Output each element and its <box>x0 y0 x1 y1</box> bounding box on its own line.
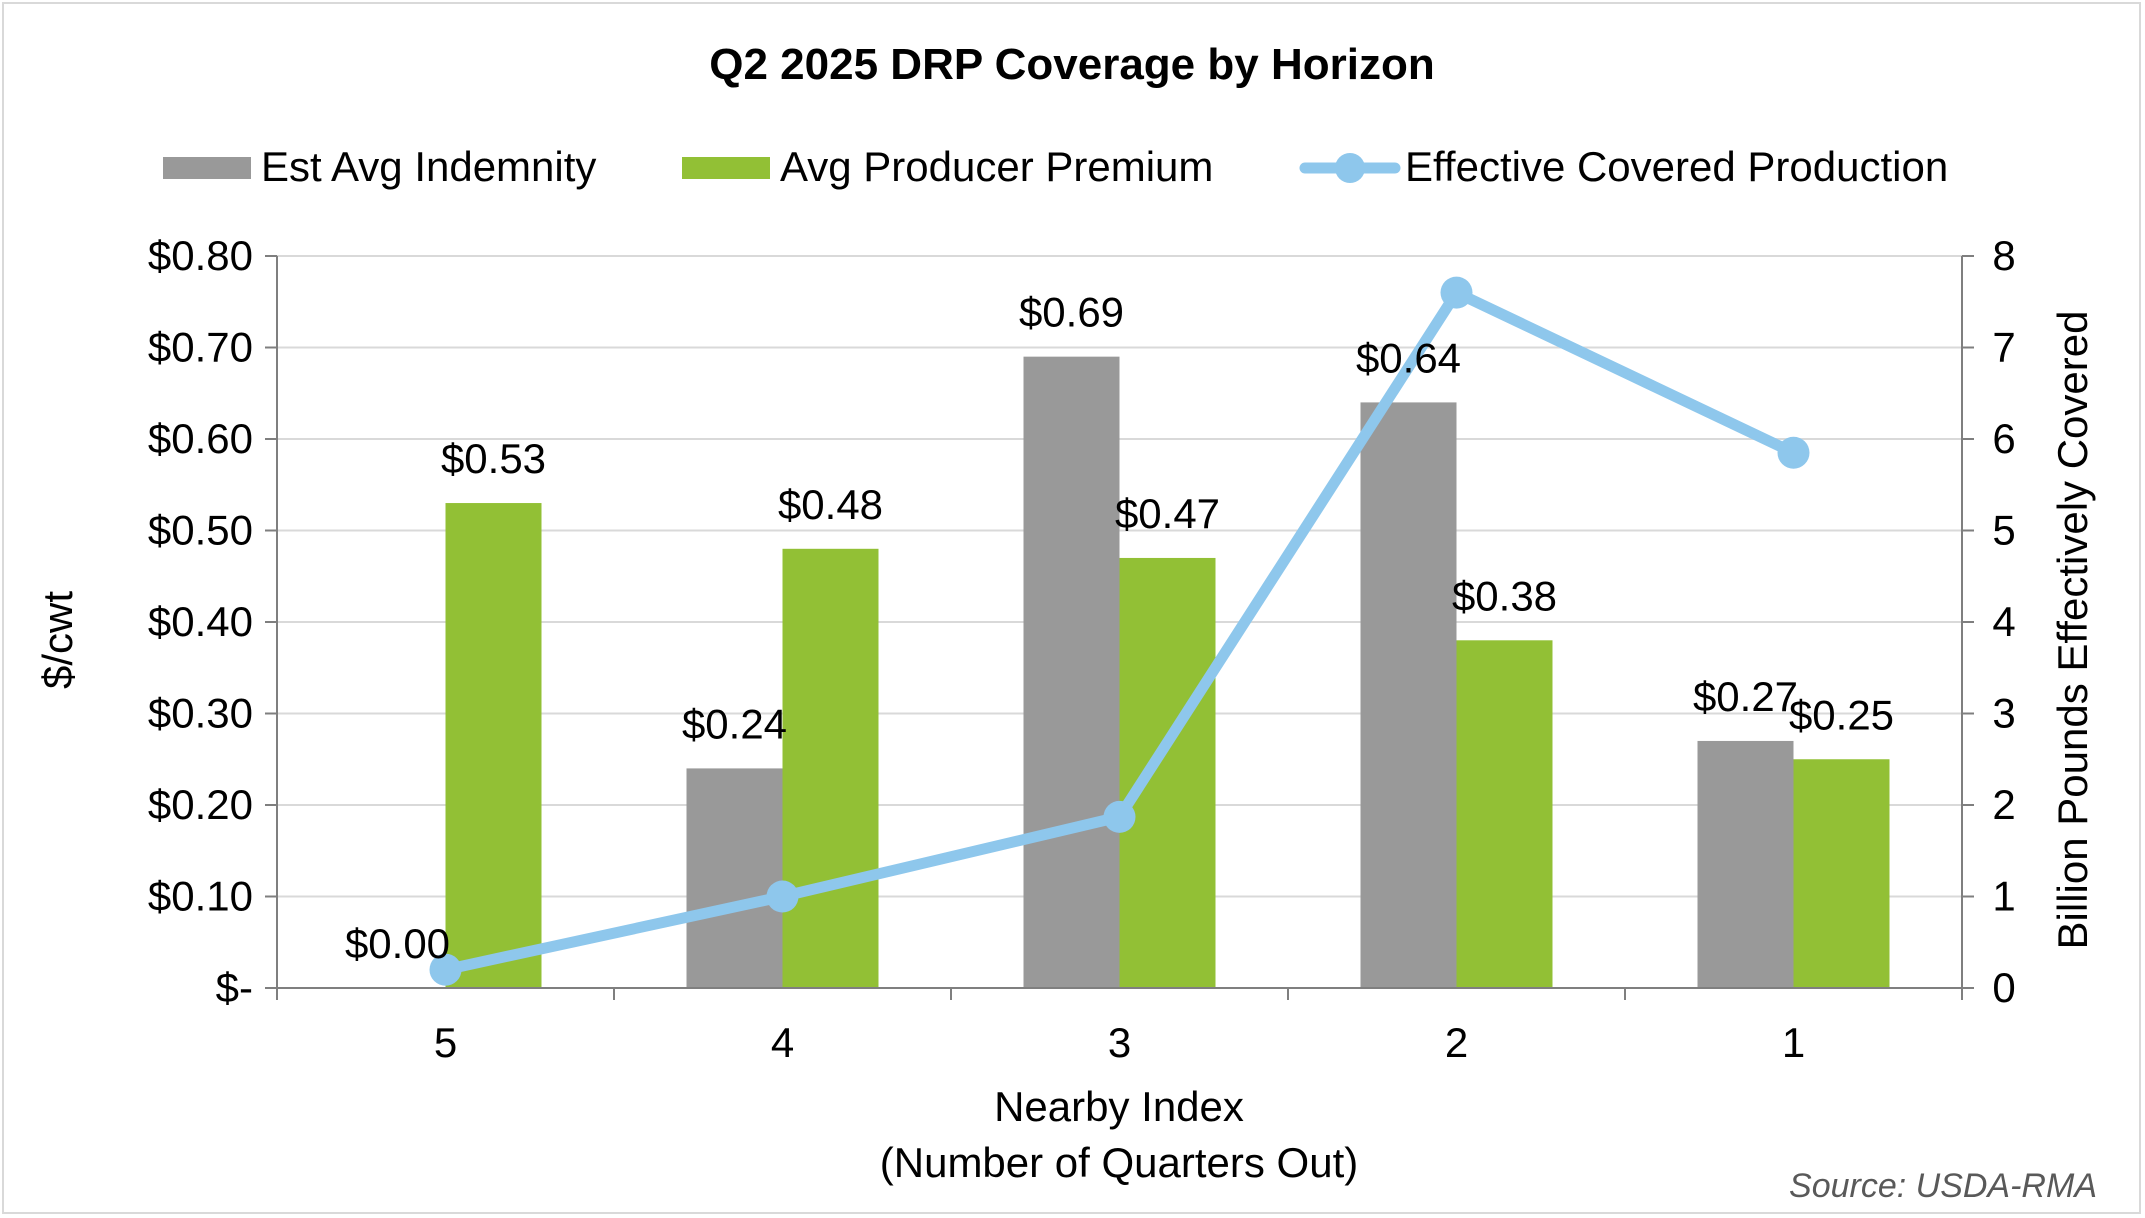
indemnity-data-label: $0.24 <box>682 700 787 747</box>
y2-tick-label: 7 <box>1992 324 2015 371</box>
premium-data-label: $0.38 <box>1452 572 1557 619</box>
legend-label-production: Effective Covered Production <box>1405 143 1948 190</box>
y2-tick-label: 6 <box>1992 415 2015 462</box>
y2-tick-label: 8 <box>1992 232 2015 279</box>
legend-swatch-premium <box>682 157 770 179</box>
x-axis-title-line1: Nearby Index <box>994 1083 1244 1130</box>
premium-bar <box>782 548 879 988</box>
legend-swatch-production-marker <box>1335 153 1365 183</box>
x-tick-label: 3 <box>1108 1019 1131 1066</box>
y2-tick-label: 3 <box>1992 690 2015 737</box>
indemnity-bar <box>1023 356 1120 988</box>
premium-bar <box>1119 557 1216 988</box>
indemnity-data-label: $0.00 <box>345 920 450 967</box>
y-tick-label: $- <box>216 964 253 1011</box>
axes <box>276 256 1963 989</box>
production-point <box>1103 800 1136 833</box>
y-tick-label: $0.40 <box>148 598 253 645</box>
legend-label-premium: Avg Producer Premium <box>780 143 1213 190</box>
production-point <box>766 880 799 913</box>
x-tick-label: 2 <box>1445 1019 1468 1066</box>
indemnity-data-label: $0.69 <box>1019 289 1124 336</box>
y2-tick-label: 0 <box>1992 964 2015 1011</box>
indemnity-bar <box>1697 740 1794 988</box>
x-tick-label: 1 <box>1782 1019 1805 1066</box>
x-axis-ticks: 5 4 3 2 1 <box>276 988 1963 1066</box>
bar-data-labels: $0.00 $0.24 $0.69 $0.64 $0.27 $0.53 $0.48 $0.47… <box>345 289 1894 967</box>
premium-data-label: $0.53 <box>441 435 546 482</box>
premium-data-label: $0.25 <box>1789 691 1894 738</box>
gridlines <box>277 255 1962 898</box>
production-point <box>429 953 462 986</box>
legend: Est Avg Indemnity Avg Producer Premium E… <box>163 143 1948 190</box>
production-line-series <box>429 276 1810 986</box>
x-axis-title-line2: (Number of Quarters Out) <box>880 1139 1358 1186</box>
legend-label-indemnity: Est Avg Indemnity <box>261 143 596 190</box>
y2-tick-label: 4 <box>1992 598 2015 645</box>
chart-title: Q2 2025 DRP Coverage by Horizon <box>709 40 1434 89</box>
y-tick-label: $0.20 <box>148 781 253 828</box>
production-point <box>1777 436 1810 469</box>
y-tick-label: $0.80 <box>148 232 253 279</box>
y2-tick-label: 1 <box>1992 873 2015 920</box>
y2-tick-label: 2 <box>1992 781 2015 828</box>
y-tick-label: $0.60 <box>148 415 253 462</box>
y-axis-title: $/cwt <box>34 591 81 689</box>
y2-axis-ticks: 0 1 2 3 4 5 6 7 8 <box>1962 232 2016 1011</box>
premium-data-label: $0.48 <box>778 481 883 528</box>
indemnity-data-label: $0.27 <box>1693 673 1798 720</box>
y2-tick-label: 5 <box>1992 507 2015 554</box>
y-axis-ticks: $- $0.10 $0.20 $0.30 $0.40 $0.50 $0.60 $0.70 $0.… <box>148 232 277 1011</box>
y-tick-label: $0.30 <box>148 690 253 737</box>
premium-bar <box>445 503 542 988</box>
indemnity-bar <box>1360 402 1457 988</box>
premium-bar <box>1456 640 1553 988</box>
indemnity-bar <box>686 768 783 988</box>
production-point <box>1440 276 1473 309</box>
indemnity-data-label: $0.64 <box>1356 334 1461 381</box>
y-tick-label: $0.10 <box>148 873 253 920</box>
source-note: Source: USDA-RMA <box>1789 1167 2097 1205</box>
y2-axis-title: Billion Pounds Effectively Covered <box>2049 311 2096 950</box>
legend-swatch-indemnity <box>163 157 251 179</box>
x-tick-label: 4 <box>771 1019 794 1066</box>
x-tick-label: 5 <box>434 1019 457 1066</box>
premium-data-label: $0.47 <box>1115 490 1220 537</box>
y-tick-label: $0.50 <box>148 507 253 554</box>
premium-bar <box>1793 759 1890 988</box>
bars <box>445 356 1890 988</box>
y-tick-label: $0.70 <box>148 324 253 371</box>
